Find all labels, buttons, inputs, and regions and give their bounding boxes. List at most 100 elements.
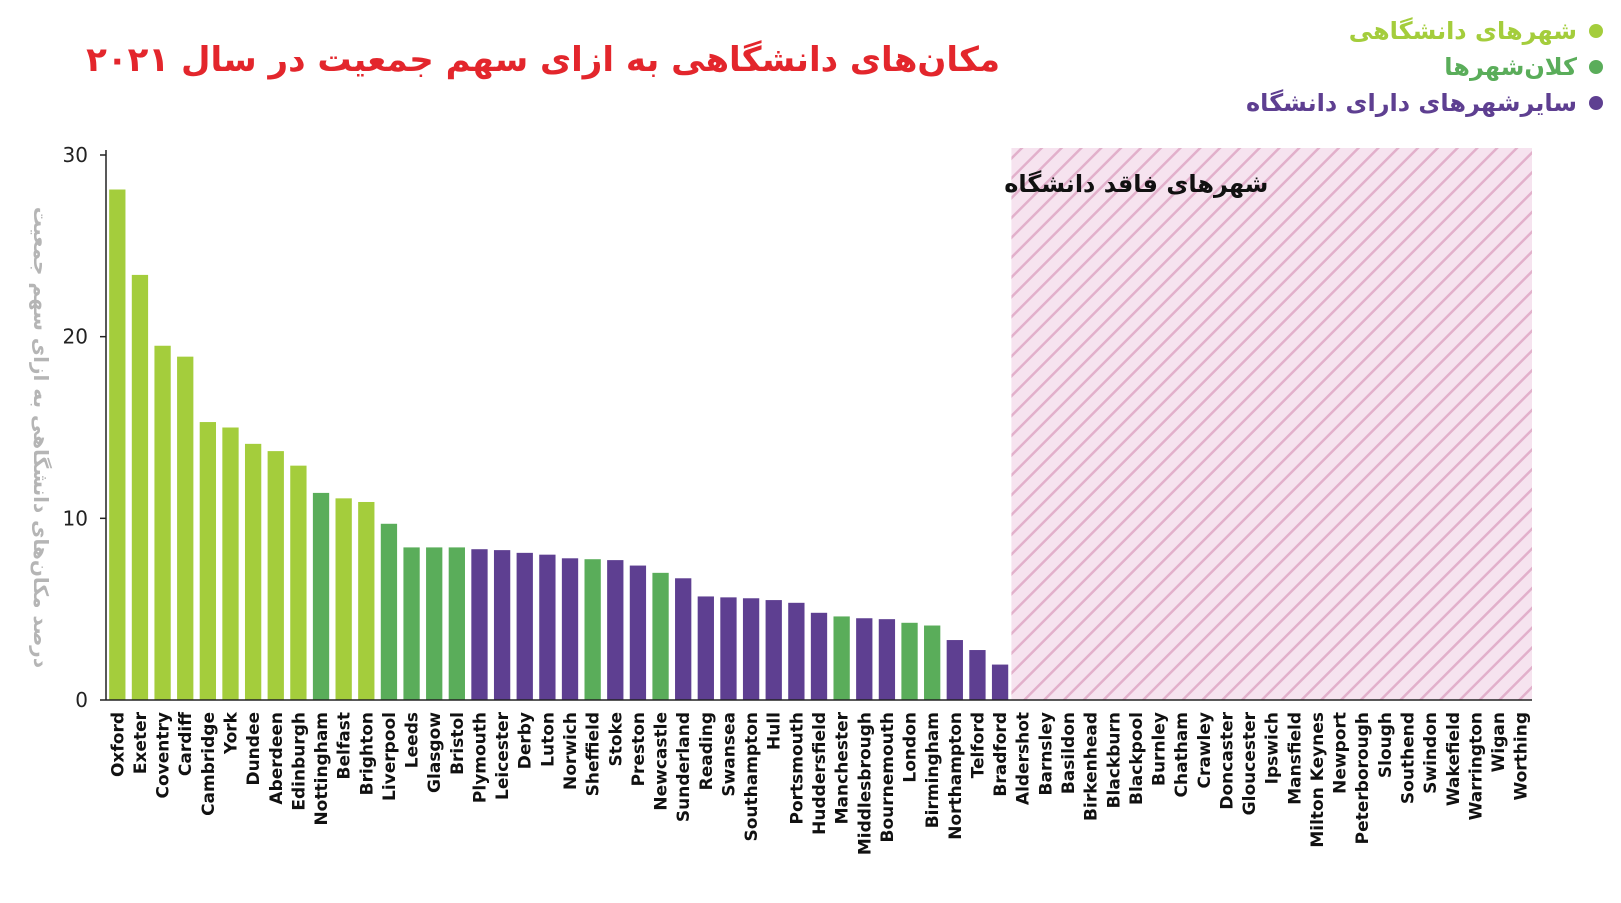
x-tick-label: Birmingham bbox=[923, 712, 943, 828]
bar-northampton bbox=[946, 640, 963, 700]
bar-bristol bbox=[448, 547, 465, 700]
x-tick-label: Huddersfield bbox=[810, 712, 830, 835]
bar-nottingham bbox=[312, 492, 330, 700]
x-tick-label: Exeter bbox=[131, 711, 151, 774]
bar-oxford bbox=[109, 189, 126, 700]
x-tick-label: Burnley bbox=[1150, 712, 1170, 786]
y-axis-label: درصد مکان‌های دانشگاهی به ازای سهم جمعیت bbox=[29, 207, 53, 668]
x-tick-label: Belfast bbox=[335, 712, 355, 779]
x-tick-label: Wakefield bbox=[1444, 712, 1464, 806]
no-university-region bbox=[1011, 148, 1532, 700]
x-tick-label: Cardiff bbox=[176, 712, 196, 776]
bar-plymouth bbox=[471, 549, 488, 700]
bar-belfast bbox=[335, 498, 352, 700]
bar-huddersfield bbox=[810, 612, 828, 700]
bar-birmingham bbox=[924, 625, 941, 700]
x-tick-label: York bbox=[221, 711, 241, 755]
x-tick-label: Luton bbox=[538, 712, 558, 767]
y-tick-label: 30 bbox=[63, 143, 88, 167]
x-tick-label: Glasgow bbox=[425, 712, 445, 793]
x-tick-label: Peterborough bbox=[1353, 712, 1373, 844]
x-tick-label: London bbox=[901, 712, 921, 783]
legend-label: سایرشهرهای دارای دانشگاه bbox=[1246, 89, 1577, 117]
legend-label: کلان‌شهرها bbox=[1444, 53, 1577, 81]
x-tick-label: Barnsley bbox=[1036, 712, 1056, 795]
x-tick-label: Swindon bbox=[1421, 712, 1441, 794]
bar-bradford bbox=[991, 664, 1009, 700]
x-tick-label: Southend bbox=[1399, 712, 1419, 804]
bar-southampton bbox=[742, 598, 760, 700]
x-tick-label: Wigan bbox=[1489, 712, 1509, 772]
x-tick-label: Aldershot bbox=[1014, 712, 1034, 805]
x-tick-label: Leeds bbox=[403, 712, 423, 768]
x-tick-label: Swansea bbox=[719, 712, 739, 797]
bar-manchester bbox=[833, 616, 850, 700]
bar-preston bbox=[629, 565, 647, 700]
bar-cambridge bbox=[199, 422, 217, 700]
x-tick-label: Coventry bbox=[154, 712, 174, 798]
bar-cardiff bbox=[177, 356, 194, 700]
x-tick-label: Stoke bbox=[606, 712, 626, 766]
x-tick-label: Plymouth bbox=[470, 712, 490, 803]
x-tick-label: Derby bbox=[516, 712, 536, 769]
y-tick-label: 0 bbox=[75, 688, 88, 712]
x-tick-label: Leicester bbox=[493, 711, 513, 800]
x-tick-label: Bradford bbox=[991, 712, 1011, 797]
bar-york bbox=[222, 427, 239, 700]
x-tick-label: Nottingham bbox=[312, 712, 332, 826]
x-tick-label: Telford bbox=[968, 712, 988, 778]
x-tick-label: Edinburgh bbox=[289, 712, 309, 811]
legend-item-cities: کلان‌شهرها bbox=[1246, 50, 1603, 84]
x-tick-label: Cambridge bbox=[199, 712, 219, 816]
bar-telford bbox=[969, 650, 986, 700]
bar-reading bbox=[697, 596, 714, 700]
x-tick-label: Newport bbox=[1331, 712, 1351, 794]
x-tick-label: Bristol bbox=[448, 712, 468, 775]
bar-middlesbrough bbox=[856, 618, 873, 700]
legend-item-university-towns: شهرهای دانشگاهی bbox=[1246, 14, 1603, 48]
x-tick-label: Norwich bbox=[561, 712, 581, 790]
bar-luton bbox=[539, 554, 556, 700]
legend-dot-icon bbox=[1589, 96, 1603, 110]
x-tick-label: Ipswich bbox=[1263, 712, 1283, 784]
x-tick-label: Basildon bbox=[1059, 712, 1079, 794]
y-tick-label: 10 bbox=[63, 506, 88, 530]
chart-title: مکان‌های دانشگاهی به ازای سهم جمعیت در س… bbox=[86, 40, 1000, 80]
bar-bournemouth bbox=[878, 619, 896, 700]
legend-item-other-university-cities: سایرشهرهای دارای دانشگاه bbox=[1246, 86, 1603, 120]
bar-newcastle bbox=[652, 572, 669, 700]
x-tick-label: Hull bbox=[765, 712, 785, 750]
x-tick-label: Brighton bbox=[357, 712, 377, 795]
x-tick-label: Blackburn bbox=[1104, 712, 1124, 808]
bar-norwich bbox=[561, 558, 579, 700]
x-tick-label: Bournemouth bbox=[878, 712, 898, 842]
x-tick-label: Doncaster bbox=[1217, 711, 1237, 809]
x-tick-label: Mansfield bbox=[1285, 712, 1305, 805]
x-tick-label: Slough bbox=[1376, 712, 1396, 778]
bar-dundee bbox=[244, 443, 262, 700]
x-tick-label: Southampton bbox=[742, 712, 762, 842]
x-tick-label: Sheffield bbox=[584, 712, 604, 796]
x-tick-label: Worthing bbox=[1512, 712, 1532, 801]
no-university-region-label: شهرهای فاقد دانشگاه bbox=[1004, 170, 1268, 198]
x-tick-label: Dundee bbox=[244, 712, 264, 786]
x-tick-label: Manchester bbox=[833, 711, 853, 824]
bar-portsmouth bbox=[788, 602, 805, 700]
bar-hull bbox=[765, 600, 782, 700]
legend-dot-icon bbox=[1589, 60, 1603, 74]
bar-stoke bbox=[607, 560, 624, 700]
legend-label: شهرهای دانشگاهی bbox=[1348, 17, 1577, 45]
bar-glasgow bbox=[426, 547, 443, 700]
x-tick-label: Aberdeen bbox=[267, 712, 287, 805]
bar-london bbox=[901, 622, 918, 700]
x-tick-label: Preston bbox=[629, 712, 649, 786]
bar-leeds bbox=[403, 547, 420, 700]
x-tick-label: Portsmouth bbox=[787, 712, 807, 825]
legend: شهرهای دانشگاهی کلان‌شهرها سایرشهرهای دا… bbox=[1246, 14, 1603, 122]
x-tick-label: Blackpool bbox=[1127, 712, 1147, 805]
x-tick-label: Sunderland bbox=[674, 712, 694, 822]
bar-aberdeen bbox=[267, 451, 284, 700]
x-tick-label: Birkenhead bbox=[1082, 712, 1102, 821]
bar-derby bbox=[516, 552, 533, 700]
